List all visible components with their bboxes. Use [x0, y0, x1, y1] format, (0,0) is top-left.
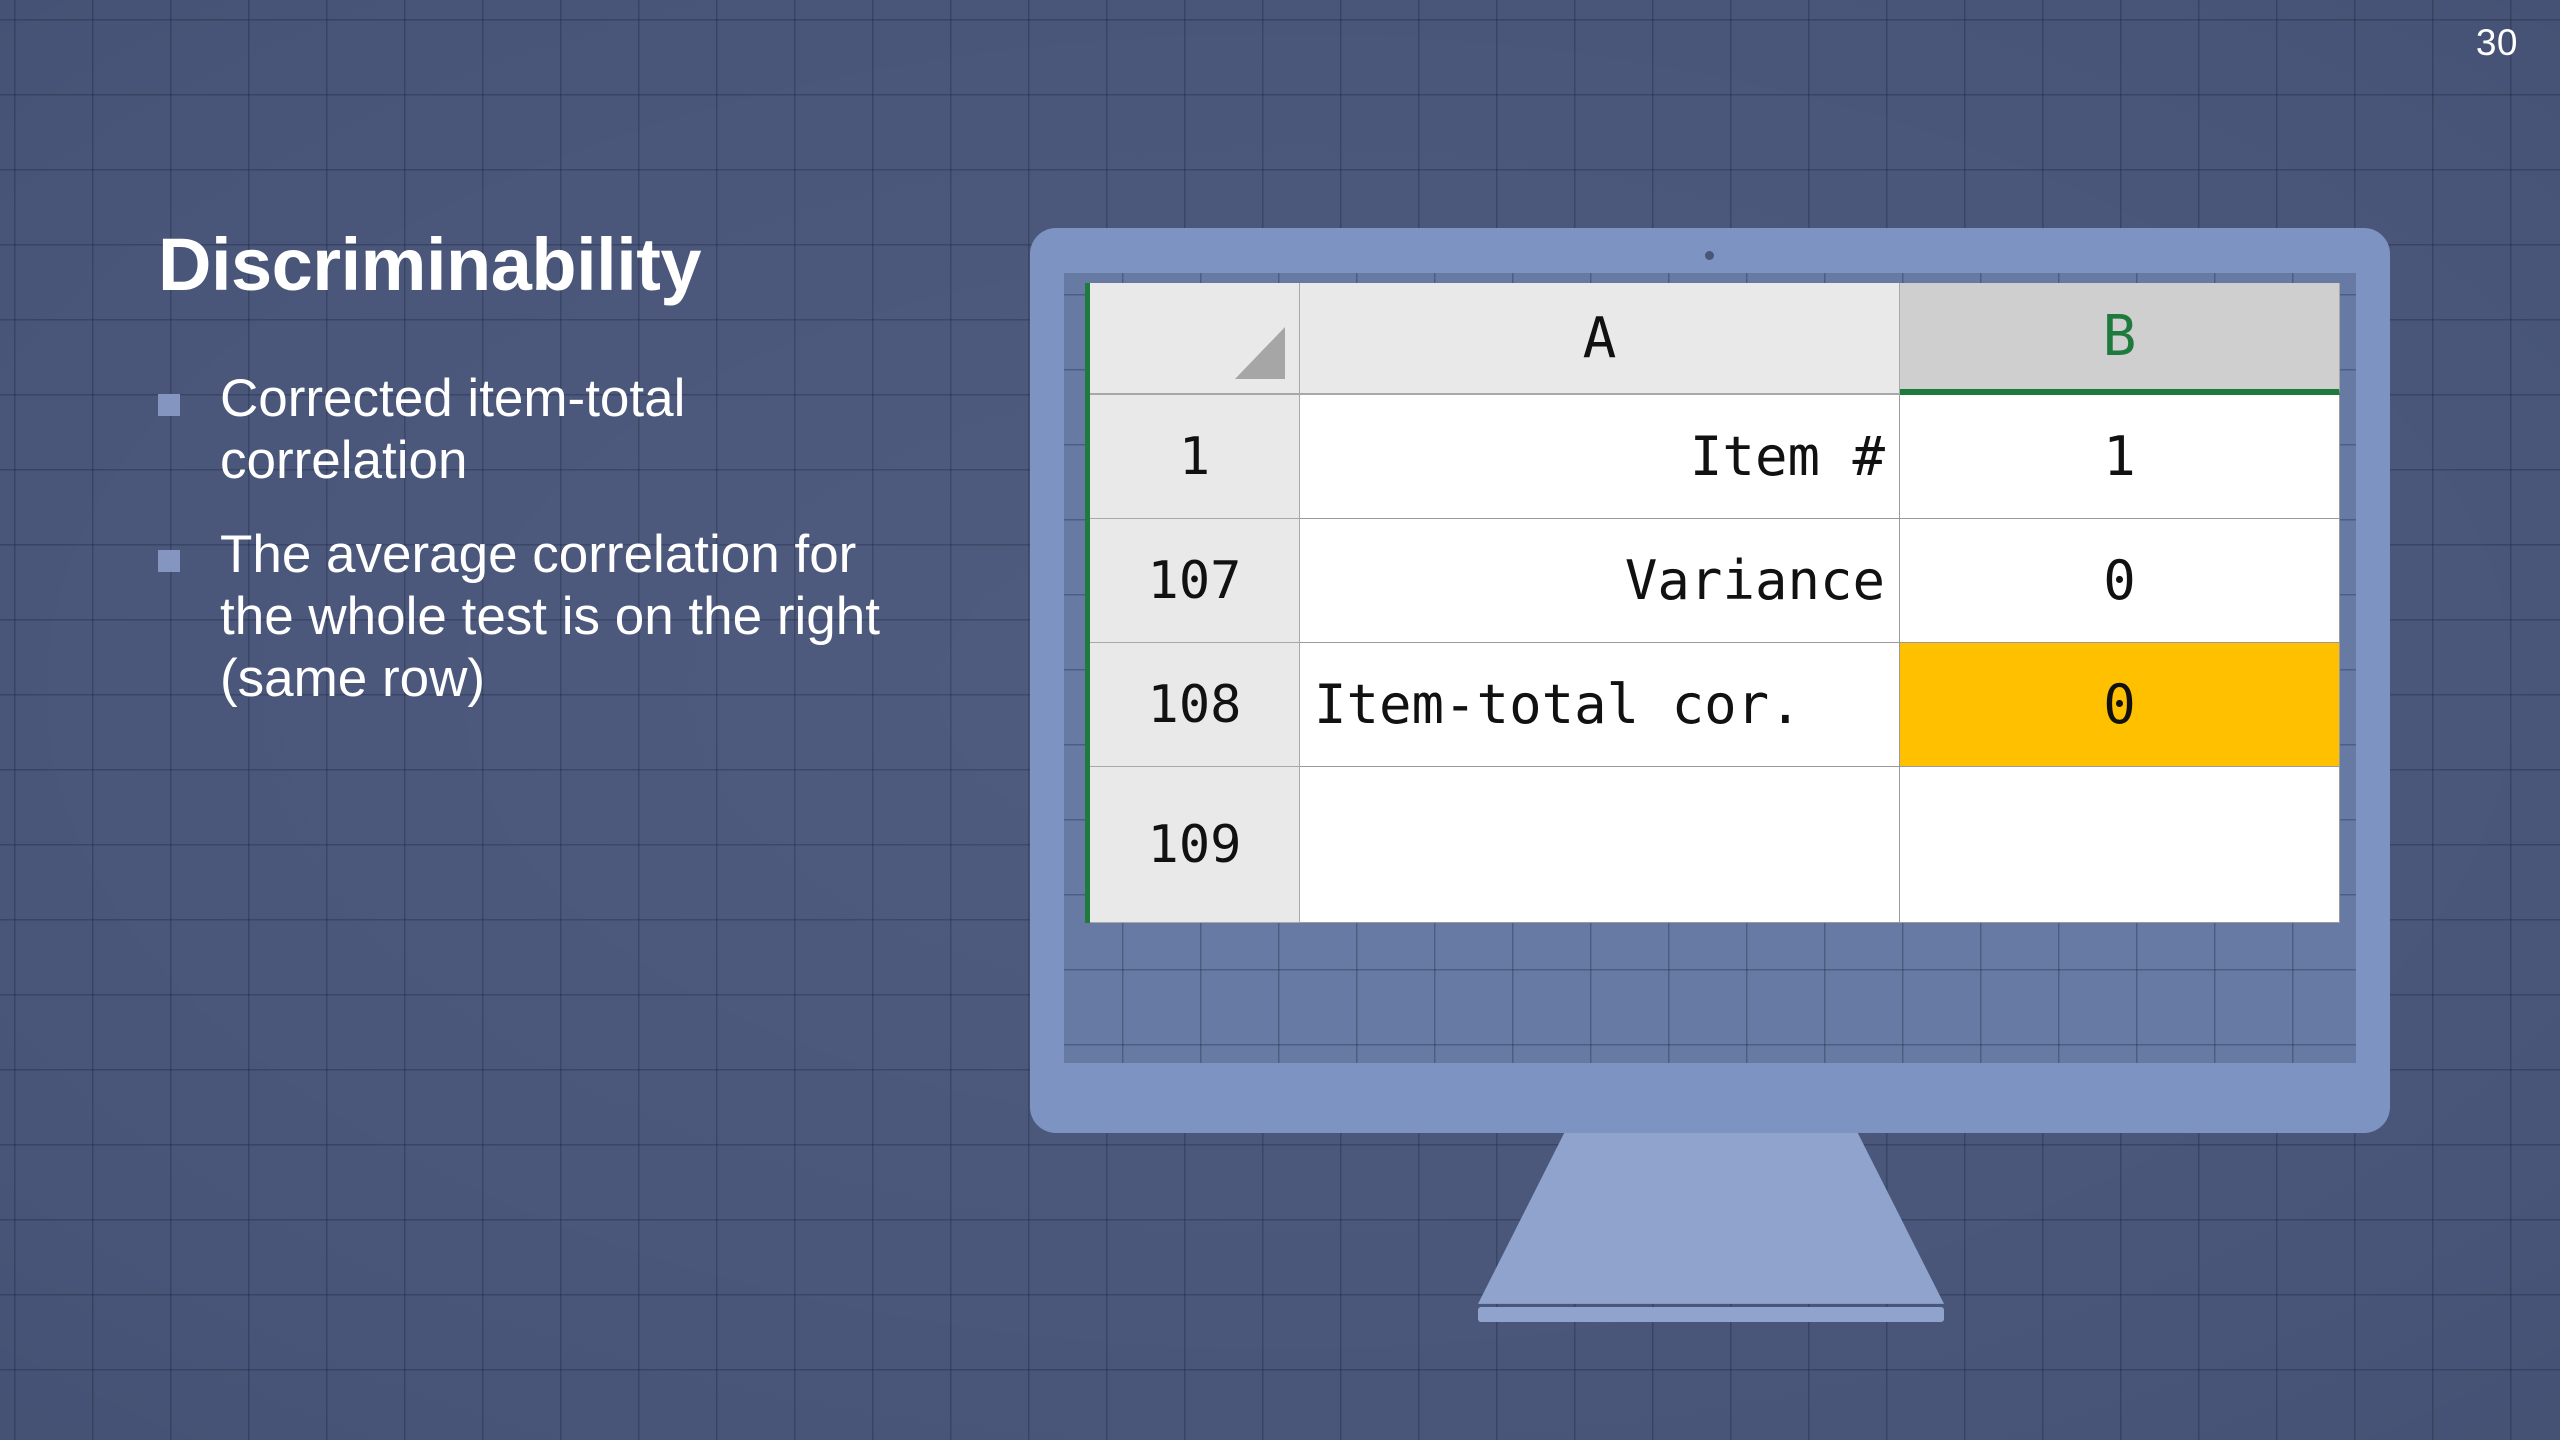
row-header[interactable]: 1	[1090, 395, 1300, 519]
cell-b-highlighted[interactable]: 0	[1900, 643, 2340, 767]
cell-a[interactable]	[1300, 767, 1900, 923]
row-header[interactable]: 109	[1090, 767, 1300, 923]
list-item: Corrected item-total correlation	[158, 368, 988, 492]
table-row: 108 Item-total cor. 0	[1090, 643, 2340, 767]
page-title: Discriminability	[158, 223, 702, 306]
column-header-b[interactable]: B	[1900, 283, 2340, 395]
row-header[interactable]: 107	[1090, 519, 1300, 643]
list-item: The average correlation for the whole te…	[158, 524, 988, 710]
cell-a[interactable]: Item-total cor.	[1300, 643, 1900, 767]
monitor-stand-neck	[1478, 1133, 1944, 1304]
select-all-triangle-icon	[1235, 327, 1285, 379]
column-header-a[interactable]: A	[1300, 283, 1900, 395]
cell-a[interactable]: Item #	[1300, 395, 1900, 519]
cell-b[interactable]: 1	[1900, 395, 2340, 519]
select-all-corner[interactable]	[1090, 283, 1300, 395]
spreadsheet[interactable]: A B 1 Item # 1 107 Variance 0 108 Item-t…	[1085, 283, 2340, 923]
bullet-list: Corrected item-total correlation The ave…	[158, 368, 988, 742]
cell-b[interactable]	[1900, 767, 2340, 923]
bullet-text: Corrected item-total correlation	[220, 369, 686, 490]
table-row: 109	[1090, 767, 2340, 923]
table-row: 1 Item # 1	[1090, 395, 2340, 519]
row-header[interactable]: 108	[1090, 643, 1300, 767]
table-row: 107 Variance 0	[1090, 519, 2340, 643]
cell-a[interactable]: Variance	[1300, 519, 1900, 643]
bullet-text: The average correlation for the whole te…	[220, 525, 880, 708]
cell-b[interactable]: 0	[1900, 519, 2340, 643]
page-number: 30	[2475, 22, 2518, 63]
monitor-stand-base	[1478, 1307, 1944, 1322]
square-bullet-icon	[158, 550, 180, 572]
square-bullet-icon	[158, 394, 180, 416]
column-header-row: A B	[1090, 283, 2340, 395]
webcam-icon	[1705, 251, 1714, 260]
